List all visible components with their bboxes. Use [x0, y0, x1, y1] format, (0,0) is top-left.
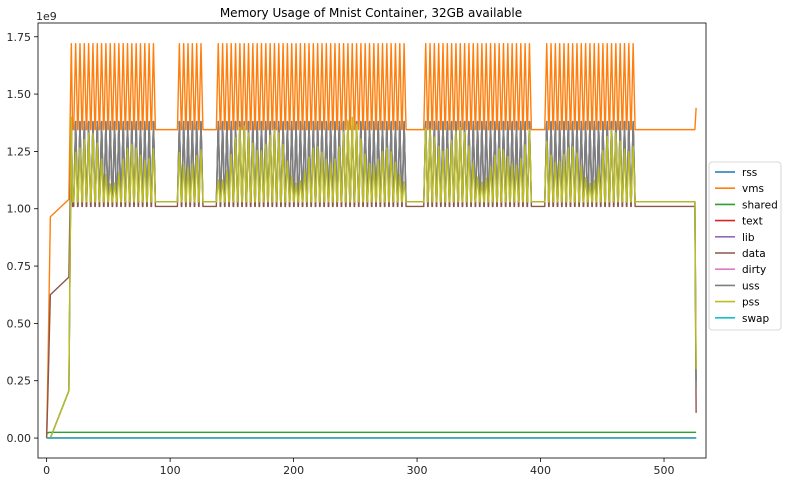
y-tick-label: 0.75	[7, 260, 32, 273]
legend-label-vms: vms	[742, 183, 764, 195]
legend-label-pss: pss	[742, 297, 760, 309]
x-tick-label: 0	[43, 464, 50, 477]
y-tick-label: 0.00	[7, 432, 32, 445]
legend-label-rss: rss	[742, 167, 757, 179]
plot-area-frame	[37, 22, 707, 459]
y-tick-label: 1.75	[7, 31, 32, 44]
y-tick-label: 1.00	[7, 203, 32, 216]
x-tick-label: 500	[654, 464, 675, 477]
legend-label-text: text	[742, 216, 763, 228]
legend-label-lib: lib	[742, 232, 755, 244]
x-tick-label: 200	[283, 464, 304, 477]
legend-label-data: data	[742, 248, 766, 260]
x-tick-label: 400	[530, 464, 551, 477]
legend-label-dirty: dirty	[742, 264, 766, 276]
legend: rss vms shared text lib data dirty uss pss swap	[708, 161, 782, 331]
x-tick-label: 100	[160, 464, 181, 477]
chart-title: Memory Usage of Mnist Container, 32GB av…	[220, 6, 522, 20]
y-axis: 0.00 0.25 0.50 0.75 1.00 1.25 1.50 1.75	[7, 31, 38, 445]
series-line-vms	[45, 42, 697, 439]
legend-label-swap: swap	[742, 313, 769, 325]
y-tick-label: 0.50	[7, 317, 32, 330]
plot-lines	[45, 42, 697, 439]
series-line-pss	[46, 116, 697, 439]
x-tick-label: 300	[407, 464, 428, 477]
y-tick-label: 1.50	[7, 88, 32, 101]
y-tick-label: 1.25	[7, 145, 32, 158]
x-axis: 0 100 200 300 400 500	[43, 458, 675, 477]
legend-label-shared: shared	[742, 199, 778, 211]
legend-label-uss: uss	[742, 280, 760, 292]
y-offset-label: 1e9	[36, 10, 57, 23]
y-tick-label: 0.25	[7, 375, 32, 388]
